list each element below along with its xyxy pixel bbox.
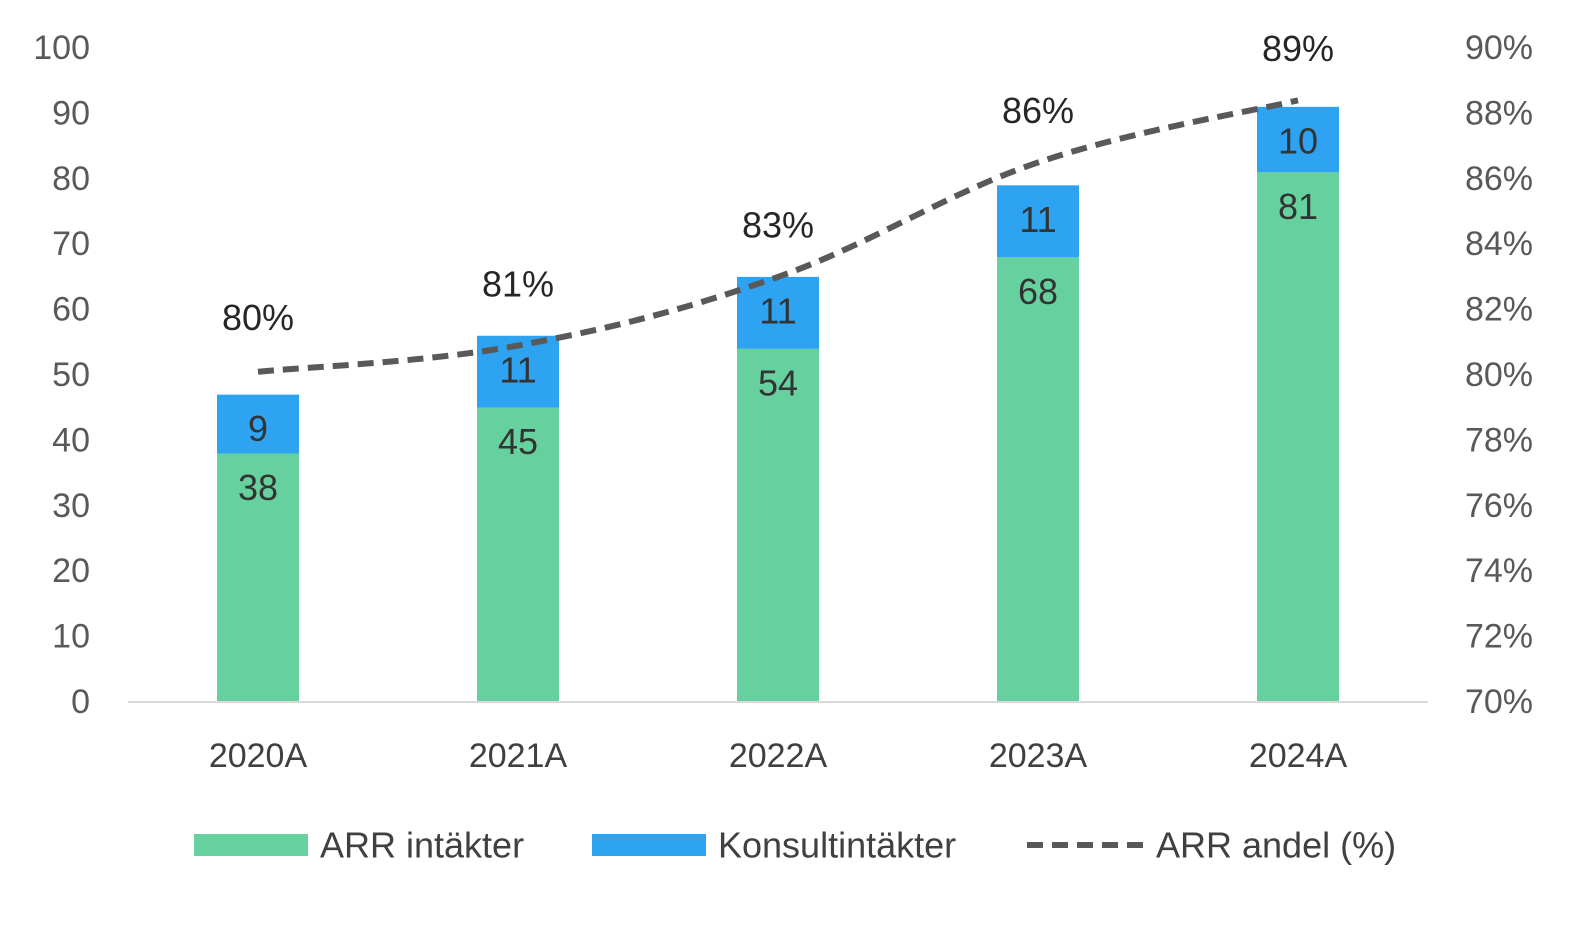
left-tick-label: 10 [52,618,90,656]
left-tick-label: 20 [52,552,90,590]
left-tick-label: 0 [71,683,90,721]
bar-konsultint-kter [997,185,1079,258]
line-data-label: 83% [742,204,814,245]
bar-data-label: 10 [1278,120,1318,161]
left-tick-label: 50 [52,356,90,394]
left-tick-label: 100 [33,29,90,67]
left-y-axis: 0 10 20 30 40 50 60 70 80 90 100 [33,29,90,721]
bar-data-label: 38 [238,467,278,508]
legend-item-konsultint-kter: Konsultintäkter [592,825,956,866]
bar-arr-int-kter [217,453,299,702]
bar-data-label: 45 [498,421,538,462]
left-tick-label: 80 [52,160,90,198]
category-label: 2022A [729,737,828,775]
right-tick-label: 70% [1465,683,1533,721]
bar-data-label: 11 [1019,199,1056,240]
bar-data-label: 11 [759,290,796,331]
legend-item-arr-andel: ARR andel (%) [1027,825,1396,866]
bar-arr-int-kter [1257,172,1339,702]
bar-arr-int-kter [737,348,819,702]
right-tick-label: 84% [1465,225,1533,263]
bar-data-label: 9 [248,408,268,449]
bars: 38 9 45 11 54 11 68 11 81 10 [217,106,1339,702]
bar-arr-int-kter [997,257,1079,702]
bar-data-label: 11 [499,349,536,390]
right-tick-label: 82% [1465,291,1533,329]
right-tick-label: 78% [1465,421,1533,459]
right-tick-label: 72% [1465,618,1533,656]
legend-item-arr-int-kter: ARR intäkter [194,825,524,866]
bar-konsultint-kter [217,394,299,454]
left-tick-label: 60 [52,291,90,329]
bar-arr-int-kter [477,407,559,702]
left-tick-label: 30 [52,487,90,525]
bar-konsultint-kter [1257,106,1339,173]
left-tick-label: 40 [52,421,90,459]
right-tick-label: 74% [1465,552,1533,590]
category-label: 2024A [1249,737,1348,775]
right-y-axis: 70% 72% 74% 76% 78% 80% 82% 84% 86% 88% 90% [1465,29,1533,721]
category-label: 2020A [209,737,308,775]
category-label: 2023A [989,737,1088,775]
legend-swatch-konsultint-kter [592,834,706,856]
line-data-label: 81% [482,263,554,304]
x-axis-labels: 2020A 2021A 2022A 2023A 2024A [209,737,1348,775]
left-tick-label: 90 [52,94,90,132]
line-data-labels: 80% 81% 83% 86% 89% [222,28,1334,338]
legend-label: ARR intäkter [320,825,524,866]
right-tick-label: 90% [1465,29,1533,67]
line-data-label: 86% [1002,90,1074,131]
legend: ARR intäkter Konsultintäkter ARR andel (%) [194,825,1396,866]
line-data-label: 89% [1262,28,1334,69]
bar-data-label: 81 [1278,186,1318,227]
right-tick-label: 86% [1465,160,1533,198]
legend-label: ARR andel (%) [1156,825,1396,866]
legend-swatch-arr-int-kter [194,834,308,856]
right-tick-label: 76% [1465,487,1533,525]
legend-label: Konsultintäkter [718,825,956,866]
right-tick-label: 80% [1465,356,1533,394]
line-data-label: 80% [222,297,294,338]
bar-data-label: 54 [758,362,798,403]
left-tick-label: 70 [52,225,90,263]
category-label: 2021A [469,737,568,775]
arr-share-line [257,97,1299,375]
bar-data-label: 68 [1018,271,1058,312]
right-tick-label: 88% [1465,94,1533,132]
